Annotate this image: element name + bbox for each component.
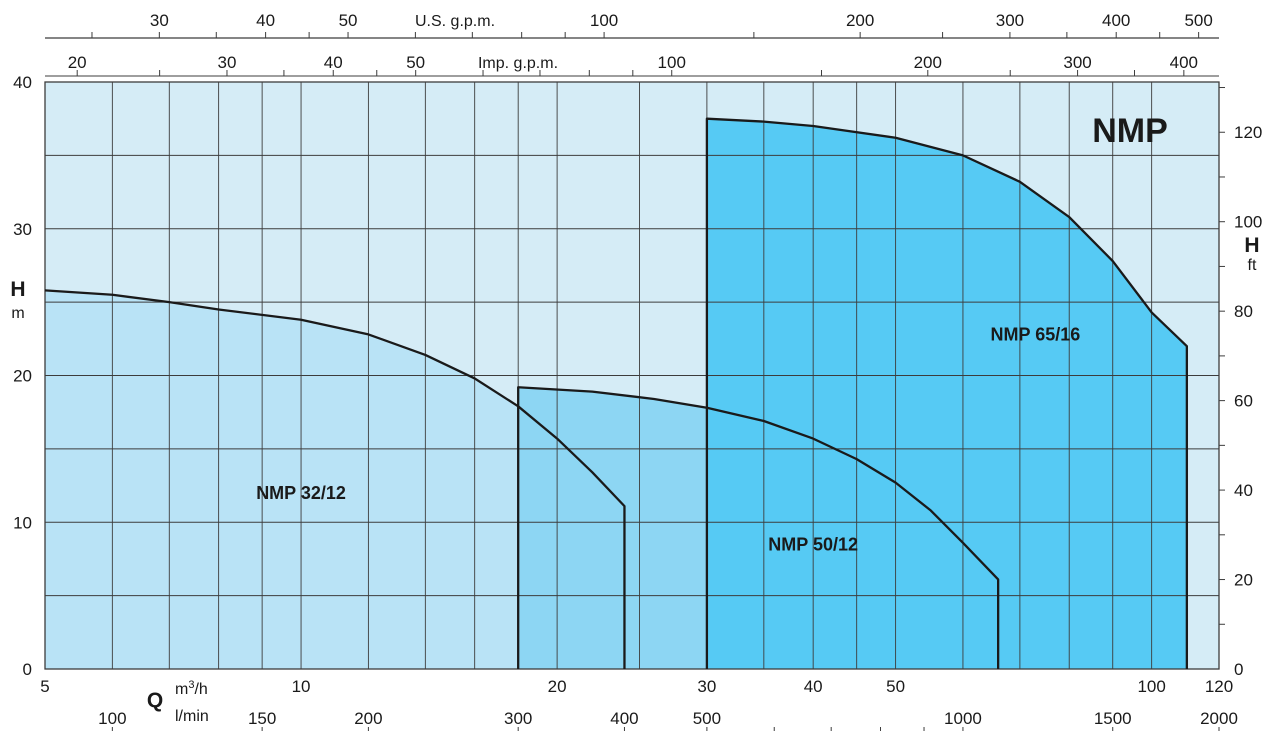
x-usgpm-tick-label: 300 — [996, 11, 1024, 30]
series-line-nmp-65-16 — [705, 117, 1189, 669]
x-m3h-tick-label: 10 — [292, 677, 311, 696]
y-right-tick-label: 40 — [1234, 481, 1253, 500]
x-m3h-tick-label: 120 — [1205, 677, 1233, 696]
x-axis-symbol: Q — [147, 689, 163, 712]
x-lmin-unit: l/min — [175, 708, 209, 725]
x-lmin-tick-label: 500 — [693, 709, 721, 728]
series-line-nmp-32-12 — [44, 289, 626, 669]
y-right-axis-symbol: H — [1244, 234, 1259, 257]
series-label-nmp-32-12: NMP 32/12 — [256, 483, 346, 503]
x-m3h-tick-label: 100 — [1137, 677, 1165, 696]
x-usgpm-tick-label: 40 — [256, 11, 275, 30]
y-left-tick-label: 20 — [13, 367, 32, 386]
series-curves — [44, 117, 1189, 669]
y-left-tick-label: 30 — [13, 220, 32, 239]
y-left-axis-unit: m — [11, 305, 24, 322]
y-left-tick-label: 0 — [23, 660, 32, 679]
y-right-tick-label: 120 — [1234, 123, 1262, 142]
x-lmin-tick-label: 150 — [248, 709, 276, 728]
x-impgpm-tick-label: 20 — [68, 53, 87, 72]
x-lmin-tick-label: 1000 — [944, 709, 982, 728]
y-right-tick-label: 20 — [1234, 571, 1253, 590]
y-right-tick-label: 0 — [1234, 660, 1243, 679]
x-m3h-tick-label: 30 — [697, 677, 716, 696]
plot-frame — [44, 81, 1220, 670]
x-usgpm-tick-label: 50 — [339, 11, 358, 30]
x-impgpm-tick-label: 40 — [324, 53, 343, 72]
y-right-tick-label: 100 — [1234, 213, 1262, 232]
x-impgpm-title: Imp. g.p.m. — [478, 55, 558, 72]
y-right-tick-label: 80 — [1234, 302, 1253, 321]
x-m3h-tick-label: 50 — [886, 677, 905, 696]
series-area-nmp-65-16 — [706, 118, 1187, 669]
y-left-axis-symbol: H — [10, 278, 25, 301]
y-right-axis-unit: ft — [1248, 257, 1257, 274]
x-lmin-tick-label: 100 — [98, 709, 126, 728]
x-m3h-unit: m3/h — [175, 679, 208, 698]
y-right-tick-label: 60 — [1234, 392, 1253, 411]
series-area-nmp-32-12 — [45, 290, 625, 669]
y-left-tick-label: 10 — [13, 513, 32, 532]
x-impgpm-tick-label: 400 — [1170, 53, 1198, 72]
x-impgpm-tick-label: 100 — [658, 53, 686, 72]
x-m3h-tick-label: 20 — [548, 677, 567, 696]
x-impgpm-tick-label: 200 — [914, 53, 942, 72]
x-m3h-tick-label: 5 — [40, 677, 49, 696]
chart-title: NMP — [1092, 112, 1168, 150]
x-usgpm-tick-label: 400 — [1102, 11, 1130, 30]
x-lmin-tick-label: 300 — [504, 709, 532, 728]
x-usgpm-tick-label: 500 — [1184, 11, 1212, 30]
x-lmin-tick-label: 400 — [610, 709, 638, 728]
x-impgpm-tick-label: 300 — [1063, 53, 1091, 72]
series-label-nmp-65-16: NMP 65/16 — [991, 324, 1081, 344]
x-m3h-tick-label: 40 — [804, 677, 823, 696]
x-impgpm-tick-label: 50 — [406, 53, 425, 72]
x-usgpm-tick-label: 100 — [590, 11, 618, 30]
x-lmin-tick-label: 1500 — [1094, 709, 1132, 728]
grid — [45, 82, 1219, 669]
series-label-nmp-50-12: NMP 50/12 — [768, 534, 858, 554]
x-lmin-tick-label: 2000 — [1200, 709, 1238, 728]
x-lmin-tick-label: 200 — [354, 709, 382, 728]
y-left-tick-label: 40 — [13, 73, 32, 92]
x-usgpm-tick-label: 30 — [150, 11, 169, 30]
x-usgpm-tick-label: 200 — [846, 11, 874, 30]
series-fills — [45, 118, 1187, 669]
x-usgpm-title: U.S. g.p.m. — [415, 13, 495, 30]
x-impgpm-tick-label: 30 — [218, 53, 237, 72]
series-line-nmp-50-12 — [517, 386, 1000, 669]
